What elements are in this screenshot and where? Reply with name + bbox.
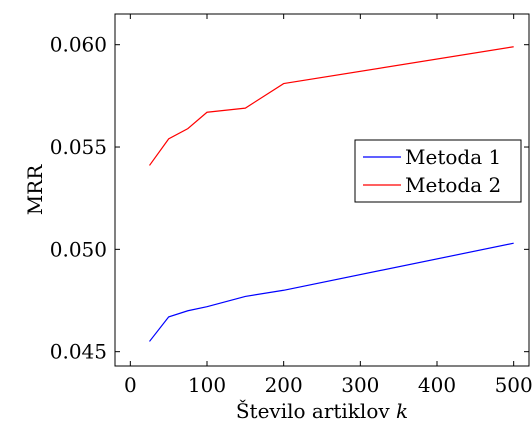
y-tick-label: 0.050 — [50, 237, 107, 261]
x-tick-label: 400 — [418, 373, 456, 397]
legend: Metoda 1 Metoda 2 — [354, 139, 522, 203]
x-axis-title: Število artiklov k — [236, 398, 408, 423]
x-tick-label: 0 — [124, 373, 137, 397]
y-tick-label: 0.055 — [50, 135, 107, 159]
x-tick-label: 200 — [265, 373, 303, 397]
series-lines — [149, 46, 514, 342]
y-axis-ticks: 0.045 0.050 0.055 0.060 — [50, 33, 529, 364]
plot-frame — [114, 13, 530, 367]
x-axis-ticks: 0 100 200 300 400 500 — [124, 14, 532, 397]
legend-label-metoda-2: Metoda 2 — [405, 173, 501, 197]
y-tick-label: 0.045 — [50, 340, 107, 364]
x-tick-label: 500 — [495, 373, 532, 397]
y-axis-title: MRR — [23, 164, 47, 216]
x-tick-label: 300 — [341, 373, 379, 397]
legend-box — [354, 139, 522, 203]
legend-label-metoda-1: Metoda 1 — [405, 145, 501, 169]
x-tick-label: 100 — [188, 373, 226, 397]
series-line-metoda-1 — [149, 242, 514, 342]
y-tick-label: 0.060 — [50, 33, 107, 57]
